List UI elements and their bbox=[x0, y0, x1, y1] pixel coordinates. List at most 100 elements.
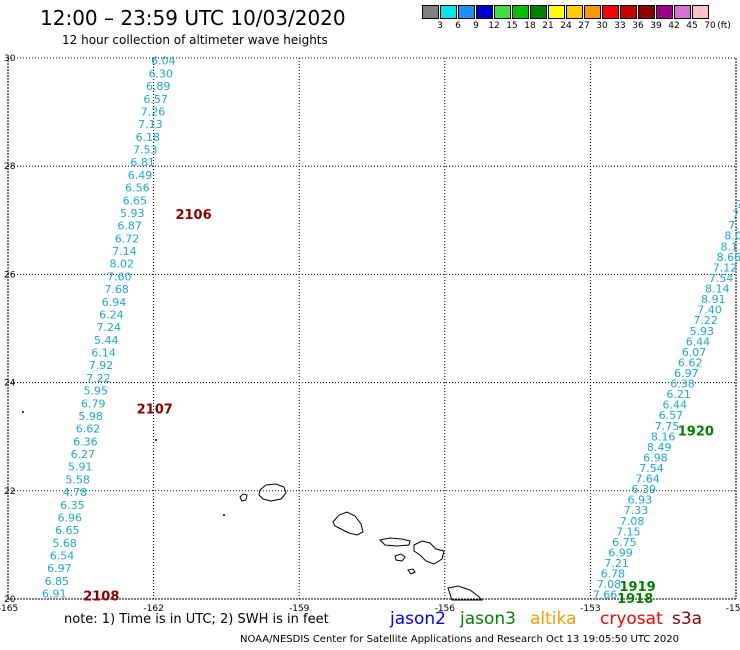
color-scale-label: 70 bbox=[704, 21, 716, 31]
color-scale-swatch bbox=[512, 5, 529, 19]
wave-height-value-west: 6.27 bbox=[71, 448, 96, 461]
color-scale-swatch bbox=[440, 5, 457, 19]
wave-height-value-east: 6.98 bbox=[643, 451, 668, 464]
wave-height-value-east: 7.21 bbox=[604, 557, 629, 570]
wave-height-value-west: 5.44 bbox=[94, 334, 119, 347]
pass-number-label: 1920 bbox=[678, 424, 714, 439]
wave-height-value-west: 5.95 bbox=[84, 385, 109, 398]
wave-height-value-west: 6.35 bbox=[60, 499, 85, 512]
wave-height-value-west: 6.79 bbox=[81, 397, 106, 410]
color-scale-label: 42 bbox=[668, 21, 680, 31]
niihau-island bbox=[239, 493, 248, 502]
wave-height-value-east: 6.38 bbox=[670, 378, 695, 391]
color-scale-label: 30 bbox=[596, 21, 608, 31]
wave-height-value-west: 5.68 bbox=[52, 537, 77, 550]
color-scale-label: 36 bbox=[632, 21, 644, 31]
wave-height-value-west: 5.91 bbox=[68, 461, 93, 474]
wave-height-value-east: 6.57 bbox=[659, 409, 684, 422]
wave-height-value-east: 6.44 bbox=[662, 399, 687, 412]
wave-height-value-west: 7.13 bbox=[138, 118, 163, 131]
wave-height-value-west: 6.81 bbox=[130, 156, 155, 169]
wave-height-value-east: 6.07 bbox=[682, 346, 707, 359]
color-scale-swatch bbox=[620, 5, 637, 19]
wave-height-value-east: 6.97 bbox=[674, 367, 699, 380]
wave-height-value-east: 7. bbox=[736, 198, 740, 211]
wave-height-value-west: 6.54 bbox=[50, 550, 74, 563]
color-scale-swatch bbox=[548, 5, 565, 19]
wave-height-value-west: 6.72 bbox=[115, 232, 140, 245]
wave-height-value-east: 8.0 bbox=[724, 230, 740, 243]
islet-dot bbox=[223, 514, 225, 516]
wave-height-value-west: 5.98 bbox=[78, 410, 103, 423]
longitude-tick-label: -165 bbox=[0, 604, 18, 614]
wave-height-value-east: 6.62 bbox=[678, 356, 703, 369]
wave-height-value-west: 7.22 bbox=[86, 372, 111, 385]
wave-height-value-west: 6.94 bbox=[102, 296, 127, 309]
latitude-tick-label: 28 bbox=[4, 162, 16, 172]
wave-height-value-west: 7.53 bbox=[133, 144, 158, 157]
wave-height-value-west: 7.24 bbox=[97, 321, 122, 334]
wave-height-value-west: 6.62 bbox=[76, 423, 101, 436]
color-scale-label: 21 bbox=[542, 21, 554, 31]
longitude-tick-label: -153 bbox=[580, 604, 600, 614]
color-scale-unit: (ft) bbox=[717, 21, 731, 31]
wave-height-value-east: 7.33 bbox=[624, 504, 649, 517]
wave-height-value-west: 6.56 bbox=[125, 182, 150, 195]
color-scale-swatch bbox=[674, 5, 691, 19]
latitude-tick-label: 22 bbox=[4, 487, 15, 497]
wave-height-value-west: 6.14 bbox=[91, 347, 116, 360]
wave-height-value-east: 6.75 bbox=[612, 536, 637, 549]
color-scale-swatch bbox=[584, 5, 601, 19]
wave-height-value-east: 6.99 bbox=[608, 546, 633, 559]
wave-height-value-east: 7.08 bbox=[597, 578, 622, 591]
color-scale-label: 39 bbox=[650, 21, 662, 31]
kauai-island bbox=[258, 483, 287, 502]
islet-dot bbox=[22, 411, 24, 413]
pass-number-label: 2106 bbox=[175, 208, 211, 223]
wave-height-value-east: 7.64 bbox=[635, 473, 660, 486]
longitude-tick-label: -162 bbox=[143, 604, 163, 614]
color-scale-swatch bbox=[692, 5, 709, 19]
wave-height-value-west: 6.57 bbox=[143, 93, 168, 106]
longitude-tick-label: -156 bbox=[435, 604, 456, 614]
latitude-tick-label: 24 bbox=[4, 379, 16, 389]
altimeter-tracks: 6.046.306.896.577.267.136.187.536.816.49… bbox=[42, 55, 740, 602]
wave-height-value-east: 8.66 bbox=[717, 251, 740, 264]
wave-height-value-east: 8.11 bbox=[721, 240, 740, 253]
wave-height-value-west: 6.30 bbox=[149, 67, 174, 80]
lanai-island bbox=[394, 553, 406, 562]
longitude-tick-label: -150 bbox=[726, 604, 740, 614]
pass-number-label: 1918 bbox=[617, 592, 653, 607]
kahoolawe-island bbox=[407, 568, 416, 575]
color-scale-swatch bbox=[602, 5, 619, 19]
hawaii-island bbox=[447, 585, 484, 601]
legend-satellite-jason3: jason3 bbox=[460, 609, 516, 629]
legend-satellite-altika: altika bbox=[530, 609, 577, 629]
wave-height-value-east: 7.66 bbox=[593, 589, 618, 602]
wave-height-value-west: 5.58 bbox=[65, 473, 90, 486]
color-scale-label: 27 bbox=[578, 21, 590, 31]
wave-height-value-west: 6.91 bbox=[42, 588, 66, 601]
legend-satellite-jason2: jason2 bbox=[390, 609, 446, 629]
wave-height-value-west: 6.65 bbox=[55, 524, 79, 537]
wave-height-value-east: 6.78 bbox=[601, 568, 626, 581]
wave-height-value-east: 8.49 bbox=[647, 441, 672, 454]
legend-satellite-s3a: s3a bbox=[672, 609, 703, 629]
wave-height-value-east: 7. bbox=[732, 209, 740, 222]
pass-number-label: 2108 bbox=[83, 589, 119, 604]
wave-height-value-east: 7. bbox=[728, 219, 739, 232]
wave-height-value-west: 6.65 bbox=[123, 194, 148, 207]
wave-height-value-east: 8.16 bbox=[651, 430, 676, 443]
color-scale-label: 3 bbox=[437, 21, 443, 31]
wave-height-value-west: 6.85 bbox=[45, 575, 70, 588]
wave-height-value-west: 7.14 bbox=[112, 245, 137, 258]
wave-height-value-west: 6.36 bbox=[73, 435, 98, 448]
wave-height-value-east: 5.93 bbox=[690, 325, 715, 338]
latitude-tick-label: 30 bbox=[4, 54, 16, 64]
latitude-tick-label: 26 bbox=[4, 270, 16, 280]
hawaiian-islands bbox=[22, 411, 484, 601]
wave-height-value-east: 6.39 bbox=[632, 483, 657, 496]
wave-height-value-west: 6.49 bbox=[128, 169, 153, 182]
wave-height-value-east: 7.12 bbox=[713, 261, 738, 274]
